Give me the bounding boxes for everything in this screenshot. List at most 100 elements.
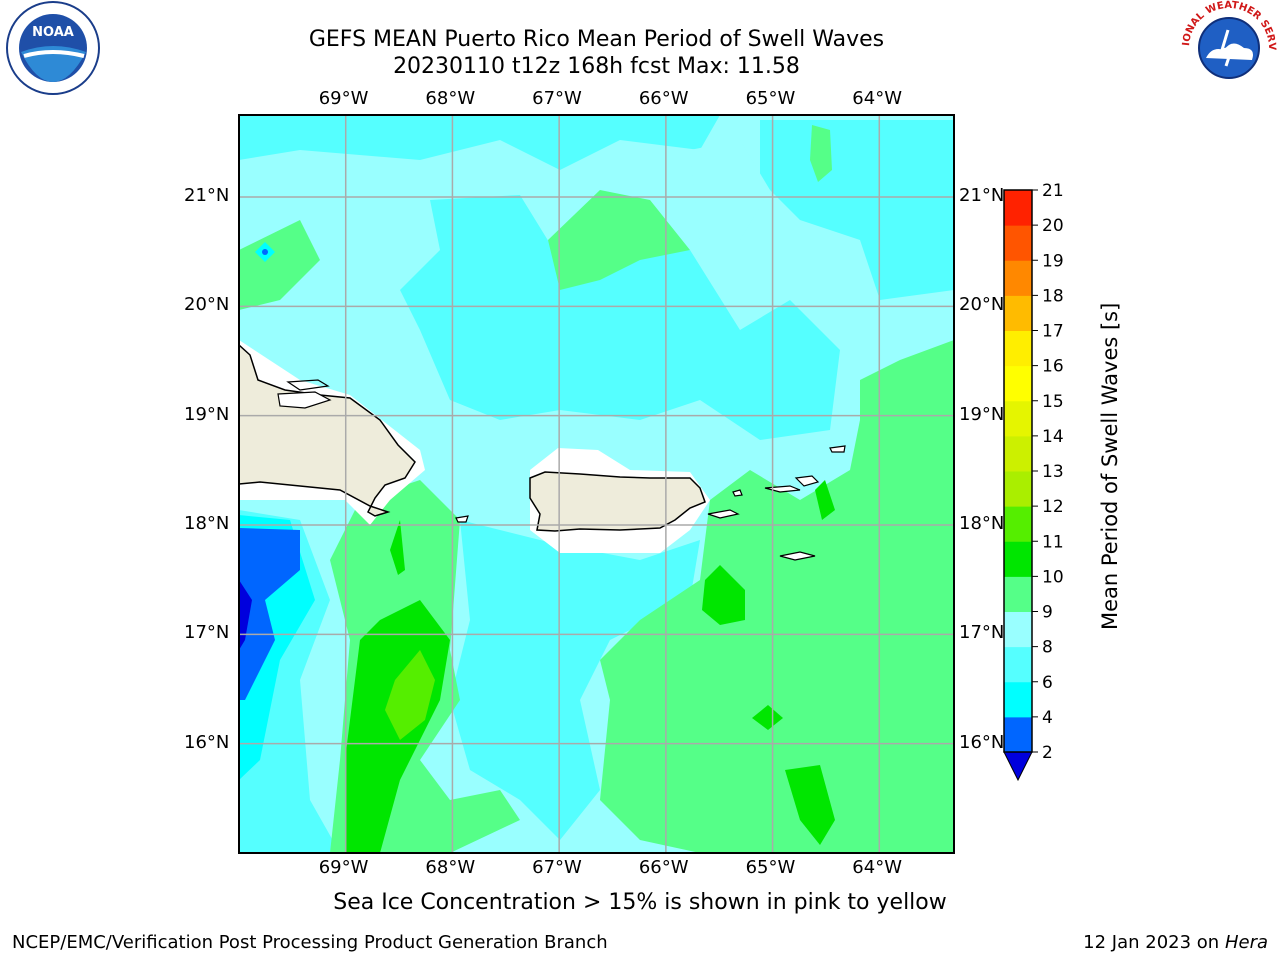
colorbar-tick-label: 20 — [1042, 216, 1064, 236]
colorbar-segment — [1004, 576, 1032, 612]
lat-label: 18°N — [184, 513, 230, 534]
noaa-logo: NOAA — [6, 1, 100, 95]
period-zone-9-10 — [239, 220, 320, 310]
colorbar-label: Mean Period of Swell Waves [s] — [1098, 302, 1122, 630]
map-frame — [238, 114, 955, 854]
colorbar-tick-label: 8 — [1042, 638, 1053, 658]
lat-label: 21°N — [184, 185, 230, 206]
colorbar-tick-label: 16 — [1042, 357, 1064, 377]
period-zone-8-9 — [690, 140, 770, 240]
colorbar-segment — [1004, 330, 1032, 367]
colorbar-segment — [1004, 646, 1032, 683]
lon-label: 65°W — [745, 857, 796, 878]
period-zone-below-2 — [239, 580, 252, 650]
island-outline — [277, 391, 332, 409]
period-zone-9-10 — [548, 190, 690, 290]
island-vieques — [707, 509, 740, 519]
period-zone-2-4 — [239, 528, 300, 700]
timestamp: 12 Jan 2023 on Hera — [1083, 932, 1268, 953]
period-zone-6-8 — [239, 115, 720, 170]
period-zone-10-11 — [752, 705, 783, 730]
period-zone-6-8 — [450, 520, 700, 840]
period-zone-10-11 — [702, 565, 745, 625]
island-mona — [455, 515, 469, 523]
lat-label: 20°N — [959, 294, 1005, 316]
colorbar-segment — [1004, 611, 1032, 648]
map-panel — [238, 114, 955, 854]
chart-subtitle: 20230110 t12z 168h fcst Max: 11.58 — [393, 54, 800, 79]
period-zone-9-10 — [810, 125, 832, 182]
colorbar-tick-label: 18 — [1042, 286, 1064, 306]
lat-label: 16°N — [959, 731, 1005, 753]
period-zone-10-11 — [815, 480, 835, 520]
period-zone-6-8 — [760, 120, 954, 300]
colorbar-tick-label: 9 — [1042, 603, 1053, 623]
colorbar-tick-label: 10 — [1042, 567, 1064, 587]
colorbar-segment — [1004, 190, 1032, 226]
colorbar-tick-label: 19 — [1042, 251, 1064, 271]
lat-label: 19°N — [184, 403, 230, 425]
island-anegada — [829, 445, 846, 453]
colorbar-segment — [1004, 471, 1032, 507]
colorbar-segment — [1004, 716, 1032, 753]
colorbar-extend-arrow — [1003, 751, 1033, 782]
colorbar-tick-label: 14 — [1042, 427, 1064, 447]
period-zone-10-11 — [390, 520, 405, 575]
lon-label: 66°W — [638, 857, 689, 878]
sea-ice-note: Sea Ice Concentration > 15% is shown in … — [333, 890, 947, 915]
colorbar-segment — [1004, 506, 1032, 542]
lat-label: 21°N — [959, 185, 1005, 206]
island-culebra — [732, 489, 743, 497]
lon-label: 67°W — [532, 88, 582, 109]
colorbar-tick-label: 12 — [1042, 497, 1064, 517]
colorbar-tick-label: 11 — [1042, 532, 1064, 552]
colorbar-segment — [1004, 435, 1032, 472]
colorbar-segment — [1004, 295, 1032, 331]
lon-label: 68°W — [425, 88, 476, 109]
island-st-croix — [779, 551, 816, 561]
colorbar-tick-label: 13 — [1042, 462, 1064, 482]
lon-label: 64°W — [852, 857, 902, 878]
host-text: Hera — [1224, 932, 1268, 953]
lon-label: 64°W — [852, 88, 902, 109]
credit-text: NCEP/EMC/Verification Post Processing Pr… — [12, 932, 608, 953]
colorbar-segment — [1004, 260, 1032, 296]
lon-label: 66°W — [638, 88, 689, 109]
colorbar-tick-label: 21 — [1042, 181, 1064, 201]
lat-label: 19°N — [959, 403, 1005, 425]
lat-label: 20°N — [184, 294, 230, 316]
nws-logo: NATIONAL WEATHER SERVICE — [1176, 0, 1277, 94]
colorbar-segment — [1004, 681, 1032, 718]
island-virgin-islands — [764, 485, 801, 493]
lon-label: 65°W — [745, 88, 796, 109]
colorbar-tick-label: 6 — [1042, 673, 1053, 693]
land-hispaniola — [239, 343, 416, 517]
colorbar-segment — [1004, 365, 1032, 402]
lon-label: 69°W — [318, 857, 369, 878]
island-outline — [286, 379, 330, 391]
lat-label: 16°N — [184, 731, 230, 753]
colorbar-tick-label: 4 — [1042, 708, 1053, 728]
graticule — [239, 115, 954, 853]
island-virgin-islands — [794, 475, 820, 487]
lat-label: 17°N — [959, 622, 1005, 644]
colorbar-segment — [1004, 541, 1032, 577]
colorbar-segment — [1004, 225, 1032, 261]
period-zone-9-10 — [600, 340, 954, 853]
colorbar-tick-label: 15 — [1042, 392, 1064, 412]
period-zone-10-11 — [785, 765, 835, 845]
period-zone-2-4 — [262, 249, 268, 255]
chart-title: GEFS MEAN Puerto Rico Mean Period of Swe… — [308, 27, 885, 52]
lon-label: 69°W — [318, 88, 369, 109]
colorbar-tick-label: 17 — [1042, 322, 1064, 342]
period-zone-11-12 — [385, 650, 435, 740]
lon-label: 67°W — [532, 857, 582, 878]
colorbar: 2 4 6 8 9 10 11 12 13 14 15 16 17 18 19 20 21 — [1003, 181, 1064, 782]
lat-label: 17°N — [184, 622, 230, 644]
colorbar-segment — [1004, 400, 1032, 437]
period-zone-6-8 — [400, 195, 840, 440]
land-puerto-rico — [529, 471, 706, 532]
date-text: 12 Jan 2023 on — [1083, 932, 1220, 953]
noaa-logo-text: NOAA — [32, 25, 74, 40]
lon-label: 68°W — [425, 857, 476, 878]
